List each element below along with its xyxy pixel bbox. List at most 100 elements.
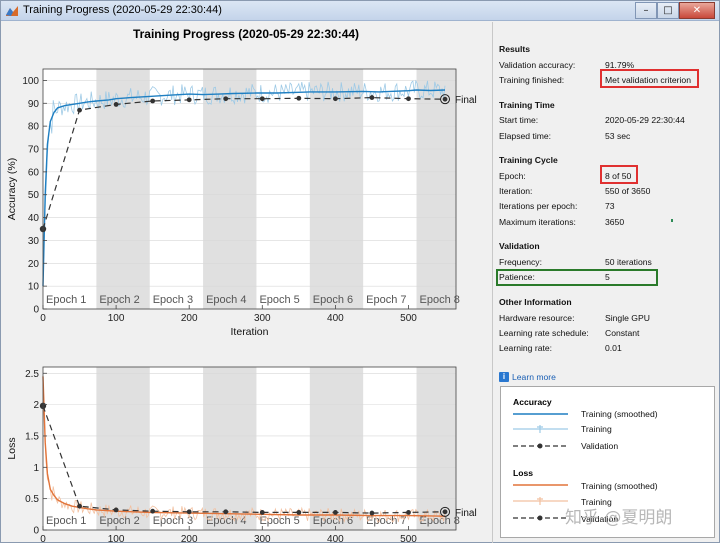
acc-training-smoothed-line	[42, 89, 446, 287]
close-button[interactable]: ✕	[679, 2, 715, 19]
loss-x-tick-label: 500	[400, 534, 417, 543]
loss-y-tick-label: 0	[33, 526, 39, 537]
acc-epoch-band	[309, 69, 364, 309]
loss-y-tick-label: 1.5	[25, 431, 39, 442]
loss-x-tick-label: 0	[40, 534, 46, 543]
acc-x-tick-label: 400	[327, 313, 344, 324]
training-info: Results Validation accuracy: 91.79% Trainin…	[496, 44, 715, 356]
window-controls: – □ ✕	[635, 2, 715, 19]
section-heading-cycle: Training Cycle	[499, 155, 558, 166]
info-row-validation-1: Patience: 5	[496, 268, 715, 286]
section-heading-validation: Validation	[499, 241, 540, 252]
legend-acc-smoothed: Training (smoothed)	[581, 409, 658, 419]
info-value: 50 iterations	[605, 257, 652, 268]
acc-final-marker	[440, 94, 451, 105]
plot-title: Training Progress (2020-05-29 22:30:44)	[132, 27, 360, 41]
info-value: 550 of 3650	[605, 186, 651, 197]
acc-validation-point	[150, 98, 156, 104]
info-value: 53 sec	[605, 130, 631, 141]
loss-x-tick-label: 300	[254, 534, 271, 543]
info-key: Patience:	[499, 272, 535, 283]
info-key: Hardware resource:	[499, 312, 575, 323]
acc-validation-line	[42, 96, 446, 230]
watermark: 知乎 @夏明朗	[565, 508, 673, 528]
acc-y-axis-label: Accuracy (%)	[6, 158, 18, 220]
acc-epoch-label: Epoch 4	[206, 294, 246, 306]
acc-x-tick-label: 0	[40, 313, 46, 324]
loss-epoch-band	[96, 367, 150, 530]
loss-y-tick-label: 2	[33, 400, 39, 411]
info-row-other-2: Learning rate: 0.01	[499, 341, 715, 356]
loss-epoch-label: Epoch 1	[46, 515, 86, 527]
info-value: 3650	[605, 216, 625, 227]
loss-validation-line	[42, 405, 446, 514]
legend-accuracy-swatches	[513, 413, 568, 449]
acc-validation-point	[77, 107, 82, 113]
section-heading-other: Other Information	[499, 296, 572, 307]
acc-y-tick-label: 100	[22, 76, 39, 87]
acc-validation-point	[223, 96, 229, 102]
acc-epoch-label: Epoch 3	[153, 294, 193, 306]
acc-validation-point	[332, 96, 338, 102]
acc-validation-point	[369, 95, 375, 100]
info-value: 8 of 50	[605, 170, 632, 181]
legend-loss-training: Training	[581, 497, 612, 507]
info-key: Validation accuracy:	[499, 59, 576, 70]
loss-chart[interactable]: Epoch 1 Epoch 2 Epoch 3 Epoch 4 Epoch 5 Epoch…	[1, 22, 491, 543]
loss-final-marker	[440, 506, 451, 517]
plot-area: Training Progress (2020-05-29 22:30:44) …	[1, 22, 491, 543]
acc-validation-point	[296, 95, 302, 101]
acc-epoch-band	[96, 69, 150, 309]
loss-y-axis-label: Loss	[6, 437, 18, 459]
highlight-finished	[600, 69, 699, 89]
learn-more-label[interactable]: Learn more	[512, 372, 556, 382]
info-value: Single GPU	[605, 312, 650, 323]
acc-epoch-label: Epoch 1	[46, 294, 86, 306]
info-value: 73	[605, 201, 615, 212]
acc-y-tick-label: 90	[28, 99, 40, 110]
loss-epoch-label: Epoch 8	[420, 515, 460, 527]
acc-epoch-label: Epoch 8	[420, 294, 460, 306]
info-row-validation-0: Frequency: 50 iterations	[499, 254, 715, 269]
acc-x-axis-label: Iteration	[231, 326, 269, 338]
maximize-button[interactable]: □	[657, 2, 679, 19]
acc-epoch-band	[416, 69, 456, 309]
info-row-results-0: Validation accuracy: 91.79%	[499, 57, 715, 72]
legend-loss-smoothed: Training (smoothed)	[581, 481, 658, 491]
acc-y-tick-label: 10	[28, 282, 40, 293]
loss-final-label: Final	[455, 508, 477, 519]
acc-x-tick-label: 500	[400, 313, 417, 324]
info-value: 91.79%	[605, 59, 635, 70]
acc-x-tick-label: 100	[108, 313, 125, 324]
loss-epoch-label: Epoch 2	[99, 515, 139, 527]
accuracy-chart[interactable]: Epoch 1 Epoch 2 Epoch 3 Epoch 4 Epoch 5 Epoch…	[1, 22, 491, 352]
acc-y-tick-label: 80	[28, 122, 40, 133]
loss-epoch-band	[309, 367, 364, 530]
acc-epoch-label: Epoch 5	[259, 294, 299, 306]
legend-acc-validation: Validation	[581, 441, 619, 451]
info-value: 5	[605, 272, 610, 283]
loss-x-tick-label: 200	[181, 534, 198, 543]
legend-loss-swatches	[513, 484, 568, 521]
info-row-cycle-3: Maximum iterations: 3650	[499, 214, 715, 229]
acc-axes-box	[42, 68, 457, 310]
info-row-other-1: Learning rate schedule: Constant	[499, 325, 715, 340]
info-row-other-0: Hardware resource: Single GPU	[499, 310, 715, 325]
learn-more-link[interactable]: i Learn more	[499, 372, 556, 382]
loss-validation-point	[223, 509, 229, 515]
info-key: Maximum iterations:	[499, 216, 576, 227]
acc-epoch-label: Epoch 6	[313, 294, 353, 306]
title-bar[interactable]: Training Progress (2020-05-29 22:30:44) …	[1, 1, 719, 21]
acc-final-label: Final	[455, 95, 477, 106]
loss-validation-point	[369, 510, 375, 516]
loss-epoch-label: Epoch 4	[206, 515, 246, 527]
info-row-cycle-1: Iteration: 550 of 3650	[499, 183, 715, 198]
loss-validation-point	[77, 503, 82, 509]
loss-x-tick-label: 100	[108, 534, 125, 543]
info-row-time-1: Elapsed time: 53 sec	[499, 128, 715, 143]
loss-validation-point	[332, 510, 338, 515]
acc-epoch-band	[203, 69, 257, 309]
minimize-button[interactable]: –	[635, 2, 657, 19]
loss-y-tick-label: 1	[33, 463, 39, 474]
